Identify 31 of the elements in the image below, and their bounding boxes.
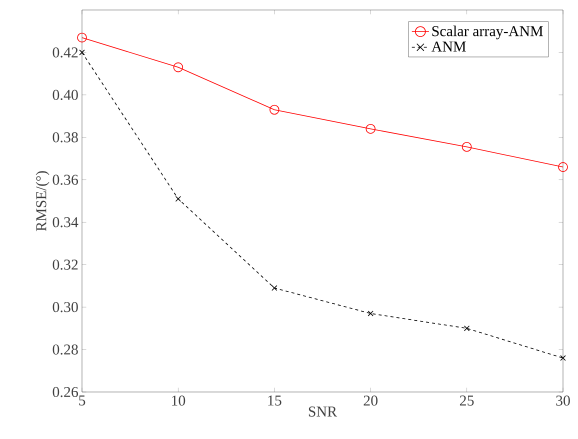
point xyxy=(175,196,182,202)
x-tick-label: 5 xyxy=(79,396,86,406)
y-tick-label: 0.36 xyxy=(52,174,78,185)
point xyxy=(272,285,278,291)
x-tick-label: 20 xyxy=(364,396,378,406)
point xyxy=(366,124,376,134)
x-tick-label: 10 xyxy=(172,396,186,406)
y-tick-label: 0.30 xyxy=(52,302,78,312)
point xyxy=(558,162,568,172)
point xyxy=(464,325,470,332)
x-axis-title: SNR xyxy=(308,406,338,417)
y-tick-label: 0.28 xyxy=(52,344,78,355)
x-tick-label: 30 xyxy=(556,396,570,406)
point xyxy=(173,62,184,72)
y-tick-label: 0.34 xyxy=(52,217,78,228)
y-axis-title: RMSE/(°) xyxy=(36,171,50,232)
x-tick-label: 25 xyxy=(460,396,474,406)
y-tick-label: 0.26 xyxy=(52,386,78,398)
y-tick-label: 0.38 xyxy=(52,132,78,142)
point xyxy=(462,142,472,152)
point xyxy=(560,355,566,361)
x-tick-label: 15 xyxy=(268,396,282,406)
legend-label: ANM xyxy=(431,42,466,52)
point xyxy=(270,104,280,115)
y-tick-label: 0.32 xyxy=(52,260,78,270)
y-tick-label: 0.40 xyxy=(52,90,78,100)
point xyxy=(79,50,85,56)
point xyxy=(77,32,87,42)
legend-label: Scalar array-ANM xyxy=(432,26,543,40)
y-tick-label: 0.42 xyxy=(52,47,78,58)
point xyxy=(368,310,374,316)
